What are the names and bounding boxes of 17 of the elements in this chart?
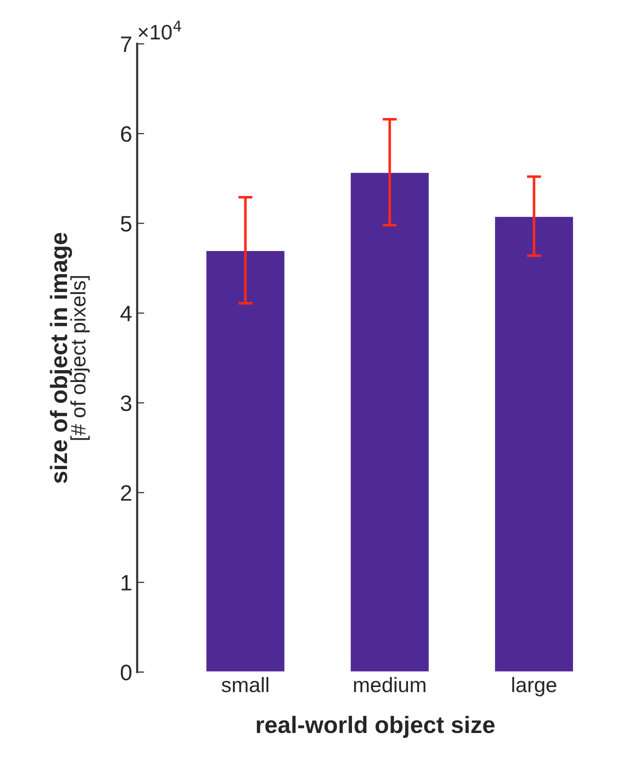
- y-tick-label: 7: [121, 36, 132, 52]
- y-tick-label: 4: [120, 306, 132, 322]
- y-tick-label: 1: [122, 575, 132, 590]
- y-axis-title: size of object in image [# of object pixels]: [50, 232, 90, 484]
- y-tick-label: 5: [120, 216, 132, 232]
- x-tick-label: large: [512, 676, 556, 696]
- x-tick-label: medium: [354, 676, 426, 692]
- y-tick-label: 6: [121, 126, 132, 142]
- y-tick-label: 0: [120, 664, 132, 680]
- x-axis-title: real-world object size: [256, 716, 495, 738]
- bar: [349, 171, 430, 672]
- bar: [205, 250, 286, 672]
- x-tick-label: small: [222, 676, 268, 692]
- y-tick-label: 3: [120, 395, 132, 412]
- text: ×10$^{4}$: [138, 20, 182, 40]
- y-tick-label: 2: [121, 485, 132, 501]
- bar: [494, 215, 574, 672]
